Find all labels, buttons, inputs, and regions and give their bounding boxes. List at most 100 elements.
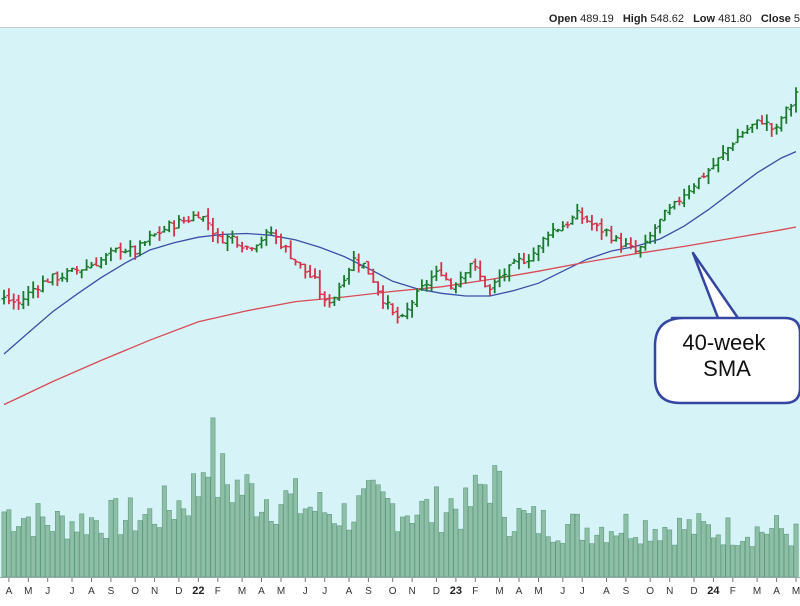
volume-bar bbox=[458, 528, 464, 578]
price-bar-up bbox=[710, 158, 716, 170]
price-bar-up bbox=[613, 235, 619, 242]
volume-bar bbox=[93, 520, 99, 578]
volume-bar bbox=[234, 479, 240, 578]
volume-bar bbox=[715, 534, 721, 578]
volume-bar bbox=[336, 525, 342, 578]
price-bar-up bbox=[720, 145, 726, 160]
price-bar-up bbox=[89, 261, 94, 269]
volume-bar bbox=[521, 510, 527, 578]
volume-bar bbox=[744, 536, 750, 578]
x-axis-year-label: 24 bbox=[707, 585, 720, 597]
price-bar-down bbox=[472, 258, 478, 271]
price-bar-up bbox=[774, 123, 780, 135]
volume-bar bbox=[754, 526, 760, 578]
price-bar-down bbox=[356, 253, 362, 273]
volume-bar bbox=[511, 531, 517, 578]
x-axis-month-label: A bbox=[773, 586, 780, 597]
volume-bar bbox=[6, 509, 12, 578]
volume-bar bbox=[181, 508, 187, 578]
volume-bar bbox=[118, 534, 124, 578]
price-bar-up bbox=[502, 268, 507, 282]
volume-bar bbox=[730, 544, 736, 578]
volume-bar bbox=[769, 528, 775, 578]
price-bar-down bbox=[132, 245, 138, 260]
price-bar-up bbox=[69, 267, 75, 272]
price-bar-down bbox=[701, 172, 707, 179]
volume-bar bbox=[186, 515, 192, 578]
price-bar-up bbox=[604, 228, 609, 237]
volume-bar bbox=[453, 508, 459, 578]
x-axis-month-label: J bbox=[322, 586, 327, 597]
volume-bar bbox=[608, 531, 614, 578]
volume-bar bbox=[599, 526, 605, 578]
volume-bar bbox=[370, 479, 376, 578]
price-bar-down bbox=[769, 123, 775, 137]
volume-bar bbox=[565, 524, 571, 578]
price-bar-down bbox=[477, 260, 483, 281]
volume-bar bbox=[691, 533, 697, 578]
volume-bar bbox=[424, 499, 430, 578]
volume-bar bbox=[74, 531, 80, 578]
price-bar-down bbox=[594, 222, 600, 232]
price-bar-down bbox=[45, 278, 51, 283]
x-axis-month-label: F bbox=[472, 586, 478, 597]
x-axis-month-label: D bbox=[433, 586, 440, 597]
x-axis-month-label: S bbox=[365, 586, 372, 597]
volume-bar bbox=[613, 535, 619, 578]
volume-bar bbox=[322, 512, 328, 578]
price-bar-down bbox=[278, 233, 284, 250]
price-bar-up bbox=[497, 269, 503, 288]
price-bar-down bbox=[302, 263, 308, 279]
volume-bar bbox=[127, 497, 133, 578]
x-axis-month-label: A bbox=[346, 586, 353, 597]
volume-bar bbox=[506, 536, 512, 578]
price-bar-down bbox=[608, 225, 614, 244]
price-bar-up bbox=[647, 231, 653, 244]
price-bar-up bbox=[351, 251, 357, 272]
volume-bar bbox=[550, 541, 556, 578]
price-bar-down bbox=[312, 268, 318, 279]
price-bar-up bbox=[84, 259, 90, 271]
price-bar-up bbox=[50, 273, 56, 286]
price-bar-down bbox=[288, 240, 294, 260]
price-bar-up bbox=[492, 279, 498, 294]
volume-bar bbox=[560, 543, 566, 578]
price-bar-up bbox=[341, 275, 347, 288]
price-bar-up bbox=[30, 281, 36, 299]
volume-bar bbox=[331, 523, 337, 578]
volume-bar bbox=[288, 493, 294, 578]
price-bar-down bbox=[297, 261, 303, 269]
volume-bar bbox=[249, 483, 255, 578]
volume-bar bbox=[210, 417, 216, 578]
volume-bar bbox=[725, 517, 731, 578]
price-bar-up bbox=[730, 142, 736, 151]
volume-bar bbox=[793, 523, 799, 578]
price-bar-down bbox=[375, 281, 381, 296]
price-bar-up bbox=[468, 262, 473, 278]
volume-bar bbox=[497, 470, 503, 578]
price-bar-up bbox=[526, 254, 532, 269]
x-axis-month-label: M bbox=[277, 586, 285, 597]
volume-bar bbox=[467, 506, 473, 578]
volume-bar bbox=[672, 544, 678, 578]
price-bar-up bbox=[696, 177, 702, 190]
volume-bar bbox=[448, 498, 454, 578]
price-bar-down bbox=[273, 229, 279, 245]
price-bar-up bbox=[749, 123, 755, 133]
price-bar-up bbox=[263, 229, 269, 246]
x-axis-month-label: A bbox=[6, 586, 13, 597]
price-bar-up bbox=[458, 271, 464, 288]
price-header: Open 489.19 High 548.62 Low 481.80 Close… bbox=[0, 0, 800, 28]
price-bar-down bbox=[633, 240, 639, 254]
price-bar-up bbox=[691, 183, 697, 194]
price-bar-down bbox=[54, 271, 60, 287]
price-bar-up bbox=[361, 262, 367, 269]
volume-bar bbox=[307, 506, 313, 578]
volume-bar bbox=[774, 515, 780, 578]
volume-bar bbox=[438, 532, 444, 578]
low-value: 481.80 bbox=[718, 13, 752, 25]
price-bar-up bbox=[98, 257, 104, 269]
volume-bar bbox=[395, 531, 400, 578]
price-bar-down bbox=[186, 216, 192, 223]
x-axis-labels: A M J J A S O N D 22 F M A M J J A S O N D 23 F M A M J J A S O N D 24 F M A… bbox=[6, 578, 800, 597]
